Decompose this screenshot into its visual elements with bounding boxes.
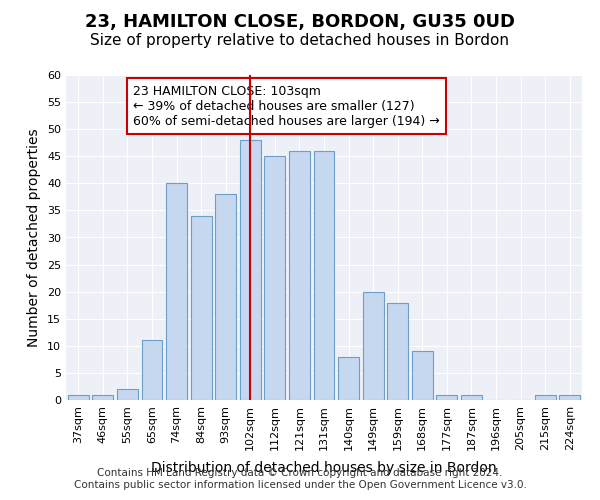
Bar [166, 184, 187, 400]
Bar [68, 394, 89, 400]
Bar [535, 394, 556, 400]
Bar [461, 394, 482, 400]
Bar [142, 340, 163, 400]
Bar [412, 351, 433, 400]
Bar [289, 151, 310, 400]
Text: Contains HM Land Registry data © Crown copyright and database right 2024.
Contai: Contains HM Land Registry data © Crown c… [74, 468, 526, 490]
Bar [265, 156, 286, 400]
Bar [436, 394, 457, 400]
Y-axis label: Number of detached properties: Number of detached properties [28, 128, 41, 347]
Bar [559, 394, 580, 400]
Bar [117, 389, 138, 400]
Text: Size of property relative to detached houses in Bordon: Size of property relative to detached ho… [91, 32, 509, 48]
Bar [191, 216, 212, 400]
Bar [387, 302, 408, 400]
Bar [92, 394, 113, 400]
Bar [240, 140, 261, 400]
Bar [338, 356, 359, 400]
Text: 23, HAMILTON CLOSE, BORDON, GU35 0UD: 23, HAMILTON CLOSE, BORDON, GU35 0UD [85, 12, 515, 30]
Bar [362, 292, 383, 400]
Bar [314, 151, 334, 400]
Text: 23 HAMILTON CLOSE: 103sqm
← 39% of detached houses are smaller (127)
60% of semi: 23 HAMILTON CLOSE: 103sqm ← 39% of detac… [133, 84, 440, 128]
Bar [215, 194, 236, 400]
X-axis label: Distribution of detached houses by size in Bordon: Distribution of detached houses by size … [151, 461, 497, 475]
